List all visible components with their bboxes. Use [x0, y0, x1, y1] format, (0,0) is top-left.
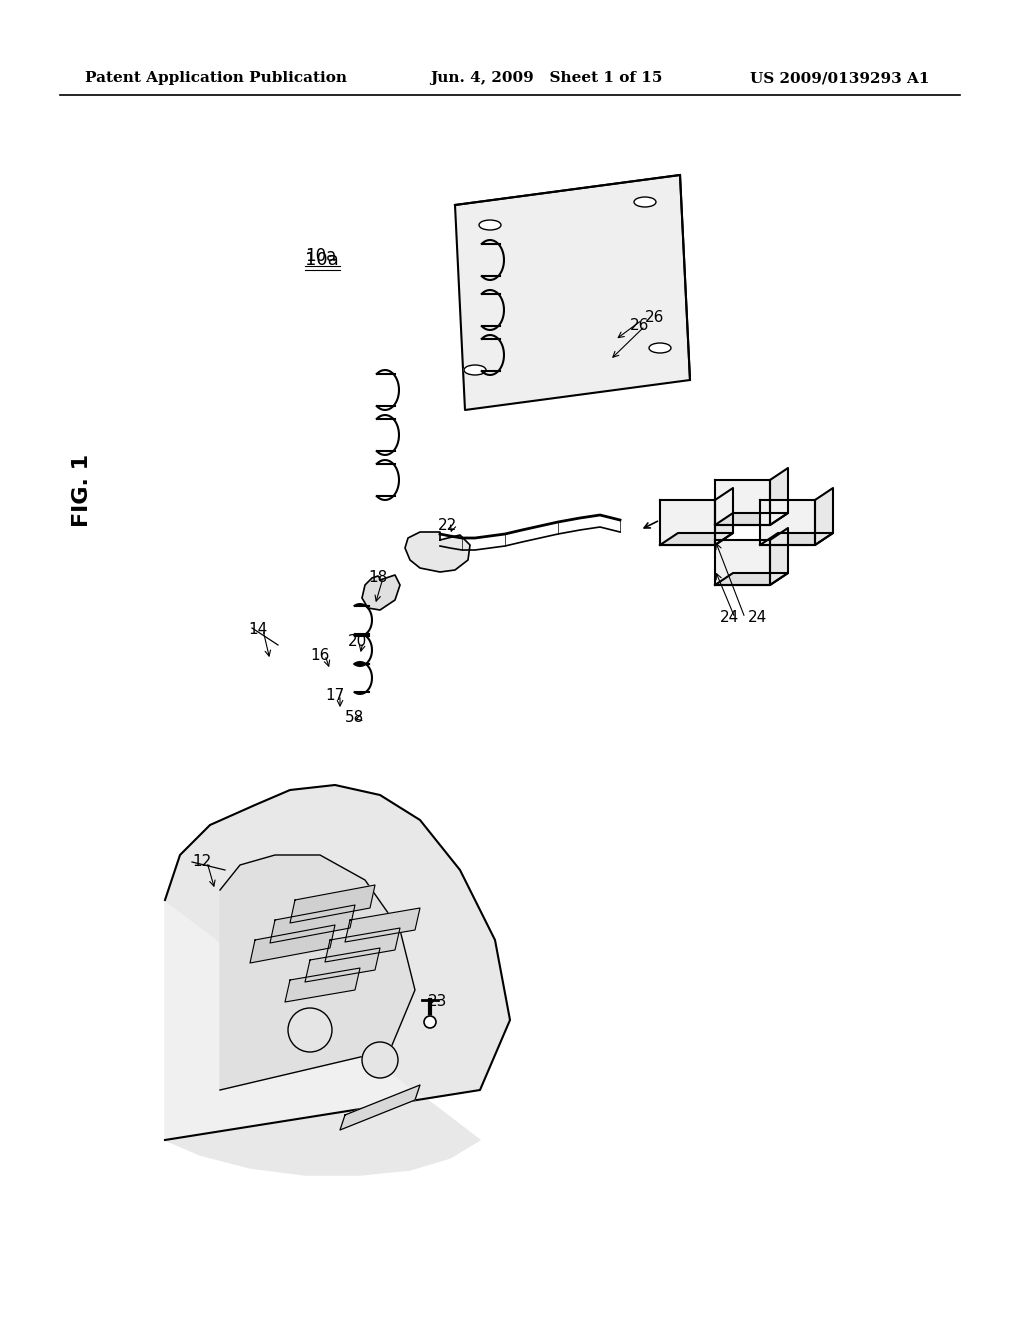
- Polygon shape: [305, 948, 380, 982]
- Polygon shape: [406, 532, 470, 572]
- Circle shape: [288, 1008, 332, 1052]
- Text: 24: 24: [748, 610, 767, 626]
- Ellipse shape: [634, 197, 656, 207]
- Polygon shape: [760, 500, 815, 545]
- Text: 18: 18: [368, 570, 387, 586]
- Polygon shape: [760, 533, 833, 545]
- Polygon shape: [270, 906, 355, 942]
- Text: 26: 26: [630, 318, 649, 334]
- Text: 24: 24: [720, 610, 739, 626]
- Polygon shape: [345, 908, 420, 942]
- Polygon shape: [715, 480, 770, 525]
- Polygon shape: [340, 1085, 420, 1130]
- Polygon shape: [770, 528, 788, 585]
- Text: 23: 23: [428, 994, 447, 1010]
- Text: 58: 58: [345, 710, 365, 726]
- Text: 17: 17: [325, 688, 344, 702]
- Polygon shape: [362, 576, 400, 610]
- Text: 22: 22: [438, 519, 458, 533]
- Polygon shape: [660, 533, 733, 545]
- Text: Jun. 4, 2009   Sheet 1 of 15: Jun. 4, 2009 Sheet 1 of 15: [430, 71, 663, 84]
- Text: 12: 12: [193, 854, 211, 870]
- Circle shape: [424, 1016, 436, 1028]
- Text: 10a: 10a: [305, 247, 336, 265]
- Text: FIG. 1: FIG. 1: [72, 454, 92, 527]
- Text: 14: 14: [248, 623, 267, 638]
- Polygon shape: [715, 573, 788, 585]
- Polygon shape: [325, 928, 400, 962]
- Polygon shape: [250, 925, 335, 964]
- Text: 10a: 10a: [305, 251, 339, 269]
- Polygon shape: [715, 540, 770, 585]
- Polygon shape: [290, 884, 375, 923]
- Polygon shape: [715, 488, 733, 545]
- Text: 26: 26: [645, 310, 665, 326]
- Text: Patent Application Publication: Patent Application Publication: [85, 71, 347, 84]
- Polygon shape: [660, 500, 715, 545]
- Polygon shape: [165, 785, 510, 1140]
- Polygon shape: [455, 176, 690, 411]
- Polygon shape: [220, 855, 415, 1090]
- Polygon shape: [285, 968, 360, 1002]
- Polygon shape: [715, 513, 788, 525]
- Text: 16: 16: [310, 648, 330, 663]
- Circle shape: [362, 1041, 398, 1078]
- Ellipse shape: [649, 343, 671, 352]
- Ellipse shape: [479, 220, 501, 230]
- Polygon shape: [770, 469, 788, 525]
- Text: 20: 20: [348, 635, 368, 649]
- Polygon shape: [165, 785, 510, 1175]
- Text: US 2009/0139293 A1: US 2009/0139293 A1: [750, 71, 930, 84]
- Ellipse shape: [464, 366, 486, 375]
- Polygon shape: [815, 488, 833, 545]
